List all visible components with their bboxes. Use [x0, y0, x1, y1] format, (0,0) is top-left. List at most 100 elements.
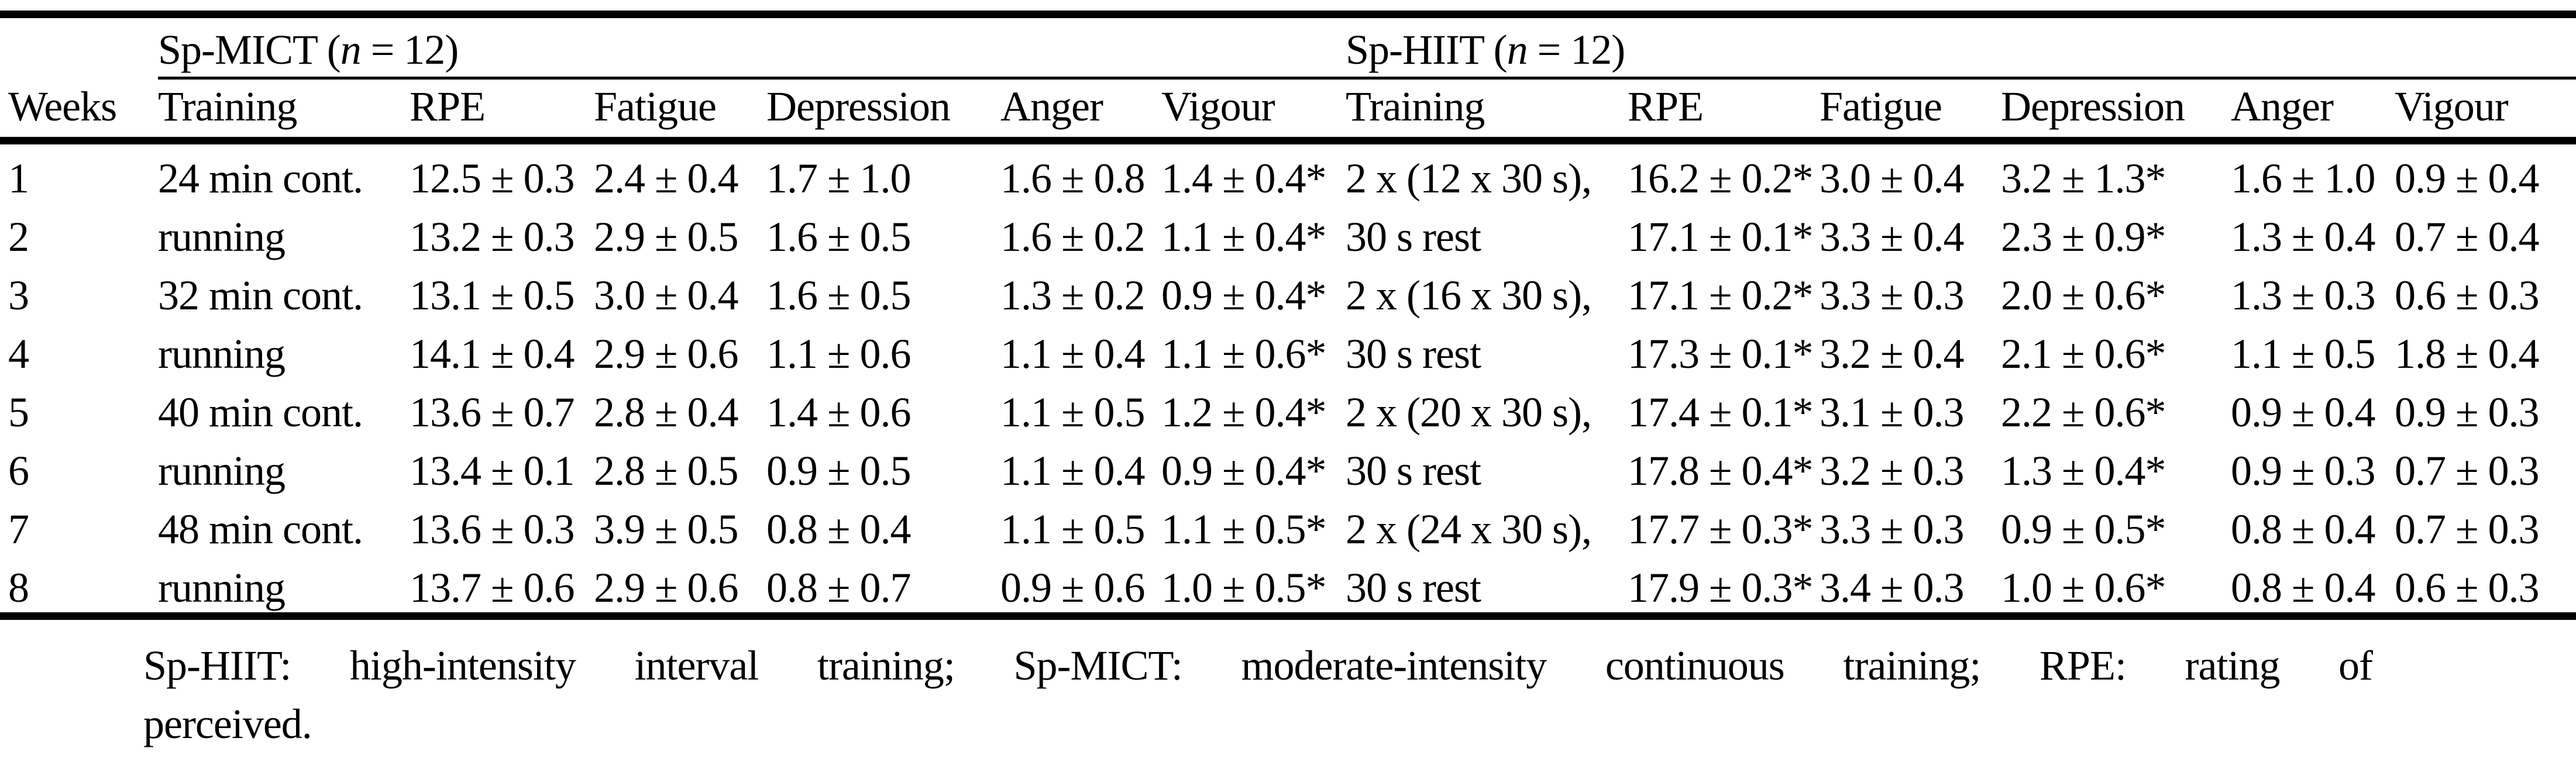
cell-depression-hiit: 3.2 ± 1.3*	[2001, 155, 2166, 202]
cell-rpe-mict: 14.1 ± 0.4	[410, 330, 575, 377]
col-header-vigour-mict: Vigour	[1161, 78, 1346, 144]
cell-anger-mict: 1.1 ± 0.5	[1000, 389, 1146, 436]
cell-rpe-hiit: 17.9 ± 0.3*	[1628, 564, 1814, 611]
col-header-rpe-hiit: RPE	[1628, 78, 1820, 144]
results-table: Sp-MICT (n = 12) Sp-HIIT (n = 12) Weeks …	[0, 11, 2576, 620]
col-header-weeks: Weeks	[0, 78, 158, 144]
cell-anger-hiit: 0.9 ± 0.3	[2231, 447, 2376, 494]
table-row: 1 24 min cont. 12.5 ± 0.3 2.4 ± 0.4 1.7 ± 1.…	[0, 141, 2576, 204]
cell-fatigue-hiit: 3.0 ± 0.4	[1820, 155, 1965, 202]
cell-depression-mict: 0.8 ± 0.7	[766, 564, 912, 611]
cell-training-hiit: 2 x (24 x 30 s),	[1346, 506, 1592, 553]
cell-fatigue-mict: 2.4 ± 0.4	[594, 155, 739, 202]
cell-vigour-mict: 1.1 ± 0.6*	[1161, 330, 1327, 377]
group-label-spmict: Sp-MICT (n = 12)	[158, 26, 459, 73]
col-header-rpe-mict: RPE	[410, 78, 594, 144]
cell-vigour-mict: 1.2 ± 0.4*	[1161, 389, 1327, 436]
cell-vigour-hiit: 0.7 ± 0.3	[2395, 506, 2540, 553]
cell-rpe-mict: 13.7 ± 0.6	[410, 564, 575, 611]
table-row: 3 32 min cont. 13.1 ± 0.5 3.0 ± 0.4 1.6 ± 0.…	[0, 261, 2576, 320]
col-header-training-hiit: Training	[1346, 78, 1628, 144]
cell-training-mict: running	[158, 330, 286, 377]
cell-training-mict: running	[158, 564, 286, 611]
cell-weeks: 1	[8, 155, 29, 202]
col-header-vigour-hiit: Vigour	[2395, 78, 2576, 144]
cell-fatigue-mict: 3.0 ± 0.4	[594, 272, 739, 319]
cell-training-mict: 40 min cont.	[158, 389, 363, 436]
cell-depression-mict: 1.6 ± 0.5	[766, 272, 912, 319]
cell-weeks: 6	[8, 447, 29, 494]
cell-vigour-mict: 0.9 ± 0.4*	[1161, 447, 1327, 494]
group-spacer	[0, 15, 158, 78]
col-header-fatigue-mict: Fatigue	[594, 78, 766, 144]
cell-depression-hiit: 2.2 ± 0.6*	[2001, 389, 2166, 436]
cell-anger-mict: 0.9 ± 0.6	[1000, 564, 1146, 611]
cell-depression-hiit: 2.1 ± 0.6*	[2001, 330, 2166, 377]
cell-fatigue-mict: 2.9 ± 0.5	[594, 213, 739, 260]
cell-depression-mict: 0.8 ± 0.4	[766, 506, 912, 553]
cell-anger-hiit: 1.3 ± 0.3	[2231, 272, 2376, 319]
cell-vigour-hiit: 0.7 ± 0.4	[2395, 213, 2540, 260]
cell-depression-mict: 0.9 ± 0.5	[766, 447, 912, 494]
cell-weeks: 3	[8, 272, 29, 319]
table-row: 8 running 13.7 ± 0.6 2.9 ± 0.6 0.8 ± 0.7 0.9 …	[0, 554, 2576, 616]
cell-fatigue-hiit: 3.3 ± 0.4	[1820, 213, 1965, 260]
cell-anger-mict: 1.6 ± 0.8	[1000, 155, 1146, 202]
table-row: 2 running 13.2 ± 0.3 2.9 ± 0.5 1.6 ± 0.5 1.6 …	[0, 203, 2576, 261]
col-header-training-mict: Training	[158, 78, 410, 144]
cell-anger-hiit: 0.8 ± 0.4	[2231, 564, 2376, 611]
group-header-row: Sp-MICT (n = 12) Sp-HIIT (n = 12)	[0, 14, 2576, 80]
cell-fatigue-mict: 2.8 ± 0.4	[594, 389, 739, 436]
cell-anger-mict: 1.3 ± 0.2	[1000, 272, 1146, 319]
table-body: 1 24 min cont. 12.5 ± 0.3 2.4 ± 0.4 1.7 ± 1.…	[0, 141, 2576, 616]
cell-weeks: 7	[8, 506, 29, 553]
cell-training-hiit: 30 s rest	[1346, 330, 1481, 377]
cell-vigour-hiit: 0.6 ± 0.3	[2395, 272, 2540, 319]
cell-fatigue-mict: 2.8 ± 0.5	[594, 447, 739, 494]
col-header-depression-mict: Depression	[766, 78, 1000, 144]
cell-anger-mict: 1.6 ± 0.2	[1000, 213, 1146, 260]
cell-depression-hiit: 1.3 ± 0.4*	[2001, 447, 2166, 494]
cell-fatigue-hiit: 3.3 ± 0.3	[1820, 272, 1965, 319]
cell-rpe-hiit: 17.3 ± 0.1*	[1628, 330, 1814, 377]
cell-fatigue-mict: 2.9 ± 0.6	[594, 330, 739, 377]
footnote-line-2: perceived.	[143, 701, 312, 747]
cell-training-hiit: 2 x (20 x 30 s),	[1346, 389, 1592, 436]
cell-training-mict: running	[158, 447, 286, 494]
table-row: 5 40 min cont. 13.6 ± 0.7 2.8 ± 0.4 1.4 ± 0.…	[0, 378, 2576, 437]
cell-rpe-mict: 13.6 ± 0.7	[410, 389, 575, 436]
cell-vigour-hiit: 1.8 ± 0.4	[2395, 330, 2540, 377]
table-row: 7 48 min cont. 13.6 ± 0.3 3.9 ± 0.5 0.8 ± 0.…	[0, 495, 2576, 554]
cell-fatigue-hiit: 3.3 ± 0.3	[1820, 506, 1965, 553]
cell-weeks: 4	[8, 330, 29, 377]
cell-training-mict: 24 min cont.	[158, 155, 363, 202]
cell-fatigue-hiit: 3.2 ± 0.4	[1820, 330, 1965, 377]
cell-vigour-mict: 1.1 ± 0.4*	[1161, 213, 1327, 260]
cell-rpe-hiit: 17.4 ± 0.1*	[1628, 389, 1814, 436]
cell-vigour-mict: 1.4 ± 0.4*	[1161, 155, 1327, 202]
cell-rpe-hiit: 17.1 ± 0.2*	[1628, 272, 1814, 319]
group-label-sphiit: Sp-HIIT (n = 12)	[1346, 26, 1625, 73]
cell-training-hiit: 30 s rest	[1346, 213, 1481, 260]
cell-rpe-hiit: 16.2 ± 0.2*	[1628, 155, 1814, 202]
cell-depression-mict: 1.6 ± 0.5	[766, 213, 912, 260]
cell-fatigue-mict: 2.9 ± 0.6	[594, 564, 739, 611]
cell-depression-mict: 1.1 ± 0.6	[766, 330, 912, 377]
cell-rpe-mict: 12.5 ± 0.3	[410, 155, 575, 202]
cell-rpe-mict: 13.6 ± 0.3	[410, 506, 575, 553]
cell-training-mict: 32 min cont.	[158, 272, 363, 319]
cell-vigour-hiit: 0.6 ± 0.3	[2395, 564, 2540, 611]
cell-training-hiit: 2 x (16 x 30 s),	[1346, 272, 1592, 319]
cell-depression-hiit: 1.0 ± 0.6*	[2001, 564, 2166, 611]
cell-training-mict: running	[158, 213, 286, 260]
cell-anger-hiit: 1.3 ± 0.4	[2231, 213, 2376, 260]
cell-rpe-mict: 13.4 ± 0.1	[410, 447, 575, 494]
table-footnote: Sp-HIIT: high-intensity interval trainin…	[143, 636, 2373, 753]
cell-depression-mict: 1.4 ± 0.6	[766, 389, 912, 436]
col-header-fatigue-hiit: Fatigue	[1820, 78, 2001, 144]
cell-training-hiit: 2 x (12 x 30 s),	[1346, 155, 1592, 202]
cell-rpe-mict: 13.1 ± 0.5	[410, 272, 575, 319]
cell-training-mict: 48 min cont.	[158, 506, 363, 553]
cell-vigour-mict: 1.0 ± 0.5*	[1161, 564, 1327, 611]
cell-vigour-hiit: 0.9 ± 0.3	[2395, 389, 2540, 436]
